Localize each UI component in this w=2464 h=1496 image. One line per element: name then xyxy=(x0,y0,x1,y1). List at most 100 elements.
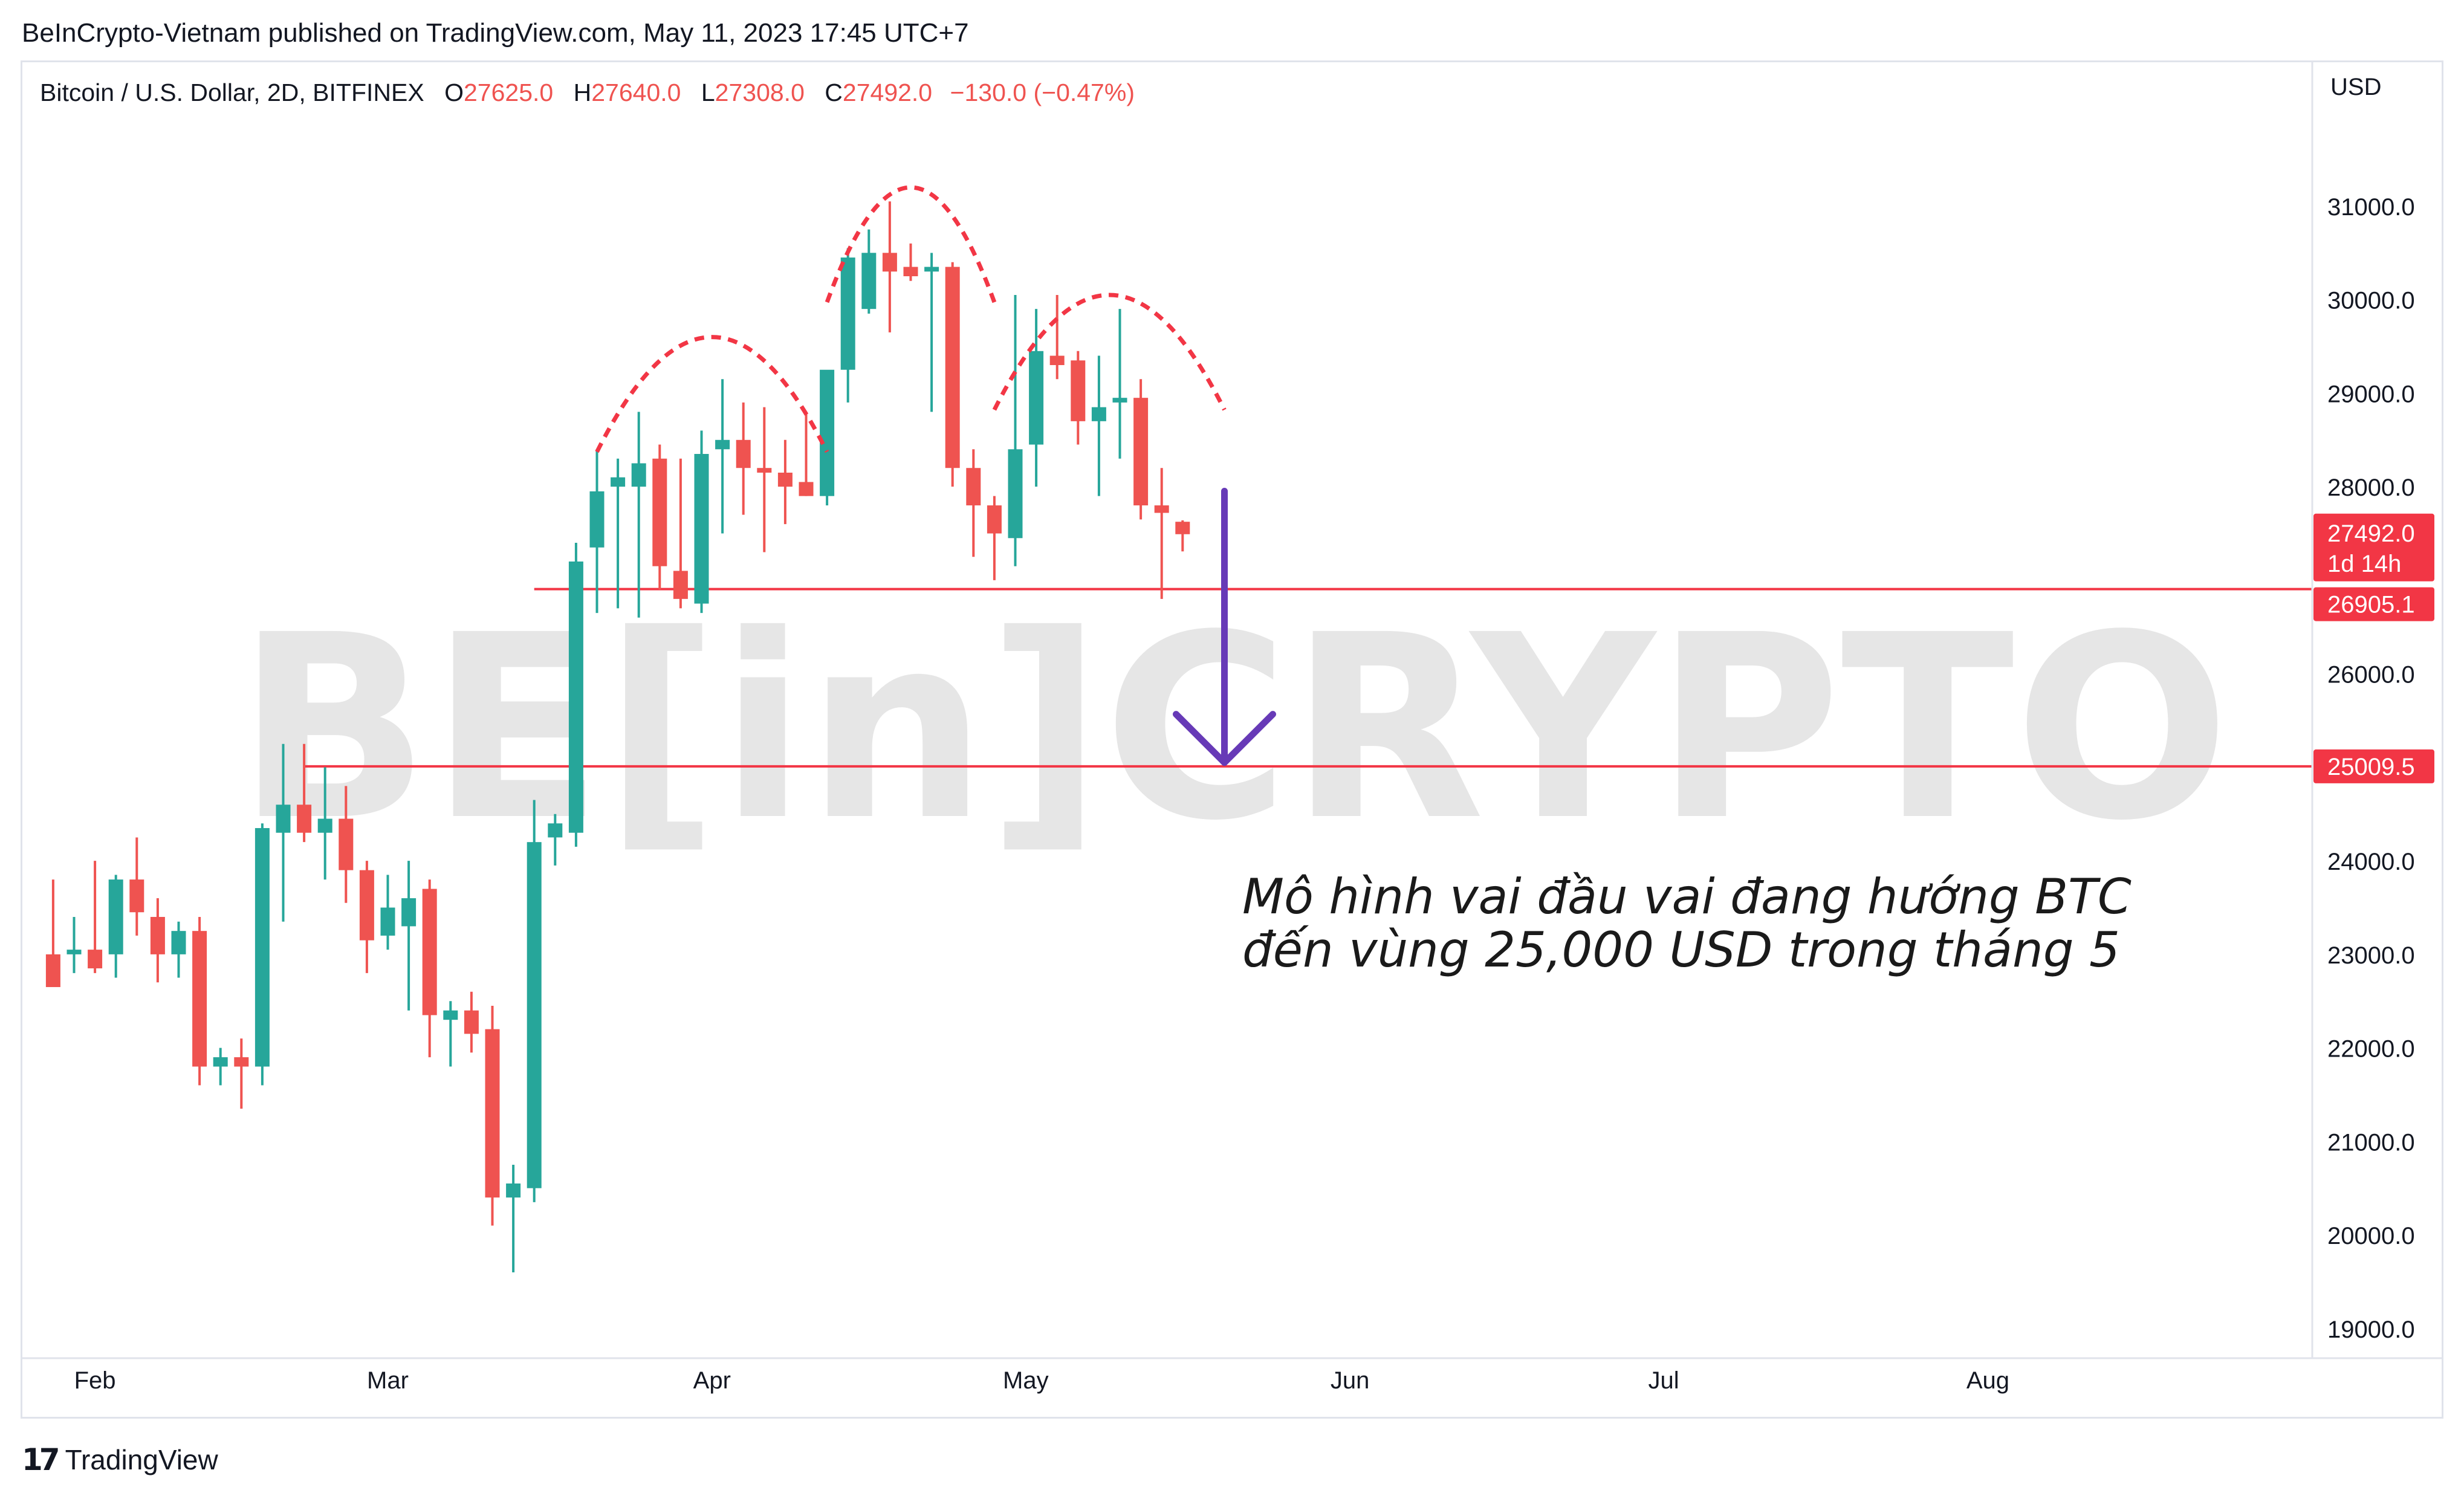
x-tick-label: May xyxy=(1003,1367,1049,1394)
analysis-annotation: Mô hình vai đầu vai đang hướng BTC đến v… xyxy=(1242,870,2270,977)
y-tick-label: 24000.0 xyxy=(2327,849,2415,875)
candle-body xyxy=(945,267,960,468)
candle-body xyxy=(129,879,144,913)
candle-body xyxy=(1175,522,1190,534)
candle-body xyxy=(777,472,793,487)
high-label: H xyxy=(573,79,592,106)
candle-body xyxy=(1091,407,1106,421)
published-attribution: BeInCrypto-Vietnam published on TradingV… xyxy=(22,18,969,48)
candle-body xyxy=(339,818,354,870)
candle-body xyxy=(45,954,60,988)
y-tick-label: 23000.0 xyxy=(2327,942,2415,969)
close-label: C xyxy=(825,79,843,106)
pattern-arc xyxy=(595,335,829,453)
candle-body xyxy=(548,823,563,838)
pattern-arcs xyxy=(595,185,1227,453)
candle-body xyxy=(108,879,123,954)
x-tick-label: Apr xyxy=(693,1367,731,1394)
candle-body xyxy=(150,916,165,954)
annotation-line-2: đến vùng 25,000 USD trong tháng 5 xyxy=(1242,922,2120,978)
candle-body xyxy=(903,267,918,277)
resistance-tag: 26905.1 xyxy=(2313,587,2434,621)
candle-body xyxy=(380,907,395,936)
candle-body xyxy=(1133,398,1149,506)
last-price-tag-countdown: 1d 14h xyxy=(2327,551,2401,577)
watermark-text: BE[in]CRYPTO xyxy=(236,581,2230,876)
annotation-line-1: Mô hình vai đầu vai đang hướng BTC xyxy=(1242,869,2132,925)
last-price-tag: 27492.0 1d 14h xyxy=(2313,513,2434,581)
candle-body xyxy=(631,463,646,487)
candle-body xyxy=(861,253,877,309)
y-tick-label: 22000.0 xyxy=(2327,1036,2415,1063)
y-tick-label: 21000.0 xyxy=(2327,1129,2415,1156)
candle-body xyxy=(485,1029,500,1198)
low-value: 27308.0 xyxy=(715,79,805,106)
candle-body xyxy=(464,1010,479,1034)
candle-body xyxy=(924,267,939,272)
candle-body xyxy=(1049,355,1065,366)
target-tag-bg xyxy=(2313,749,2434,783)
x-tick-label: Feb xyxy=(74,1367,116,1394)
high-value: 27640.0 xyxy=(591,79,681,106)
candle-body xyxy=(234,1057,249,1067)
candle-body xyxy=(987,505,1002,534)
tradingview-logo[interactable]: 17 TradingView xyxy=(22,1442,218,1478)
candle-body xyxy=(568,561,583,833)
last-price-tag-price: 27492.0 xyxy=(2327,520,2415,547)
candle-body xyxy=(673,571,688,599)
x-tick-label: Jul xyxy=(1649,1367,1679,1394)
candle-body xyxy=(1071,360,1086,421)
y-tick-label: 20000.0 xyxy=(2327,1223,2415,1249)
candle-body xyxy=(66,950,82,954)
candle-body xyxy=(255,827,270,1067)
arrow-head xyxy=(1173,711,1276,766)
open-value: 27625.0 xyxy=(464,79,554,106)
candle-body xyxy=(1154,505,1169,513)
candle-body xyxy=(966,468,981,506)
tradingview-logo-icon: 17 xyxy=(22,1442,60,1477)
pattern-arc xyxy=(992,293,1227,411)
target-arrow xyxy=(1173,488,1276,766)
x-tick-label: Jun xyxy=(1331,1367,1370,1394)
candle-body xyxy=(276,805,291,833)
low-label: L xyxy=(701,79,715,106)
pattern-arc xyxy=(825,185,997,303)
resistance-tag-price: 26905.1 xyxy=(2327,592,2415,618)
candle-body xyxy=(882,253,897,272)
candle-body xyxy=(840,257,855,370)
open-label: O xyxy=(444,79,464,106)
target-tag: 25009.5 xyxy=(2313,749,2434,783)
candle-body xyxy=(694,454,709,604)
y-tick-label: 19000.0 xyxy=(2327,1316,2415,1343)
candle-body xyxy=(317,818,332,833)
candle-body xyxy=(1008,449,1023,539)
y-tick-label: 31000.0 xyxy=(2327,194,2415,221)
symbol-name[interactable]: Bitcoin / U.S. Dollar, 2D, BITFINEX xyxy=(40,79,424,106)
currency-label[interactable]: USD xyxy=(2330,74,2382,100)
candle-body xyxy=(652,458,667,566)
candle-body xyxy=(715,439,730,450)
horizontal-levels xyxy=(304,588,2312,768)
x-tick-label: Mar xyxy=(367,1367,409,1394)
candle-body xyxy=(527,842,542,1188)
change-value: −130.0 (−0.47%) xyxy=(950,79,1135,106)
candle-body xyxy=(359,870,374,941)
candle-body xyxy=(422,889,437,1015)
time-axis[interactable]: Feb Mar Apr May Jun Jul Aug xyxy=(22,1357,2442,1394)
close-value: 27492.0 xyxy=(842,79,933,106)
candle-body xyxy=(401,898,417,927)
price-axis[interactable]: 19000.0 20000.0 21000.0 22000.0 23000.0 24000… xyxy=(2311,60,2434,1358)
symbol-legend: Bitcoin / U.S. Dollar, 2D, BITFINEX O276… xyxy=(40,79,1135,107)
target-tag-price: 25009.5 xyxy=(2327,754,2415,780)
candle-body xyxy=(443,1010,458,1020)
y-tick-label: 30000.0 xyxy=(2327,288,2415,314)
chart-frame[interactable] xyxy=(21,60,2443,1419)
y-tick-label: 28000.0 xyxy=(2327,474,2415,501)
resistance-tag-bg xyxy=(2313,587,2434,621)
candle-body xyxy=(611,477,626,487)
y-tick-label: 29000.0 xyxy=(2327,381,2415,407)
x-tick-label: Aug xyxy=(1966,1367,2009,1394)
candle-body xyxy=(213,1057,228,1067)
candles xyxy=(45,201,1190,1272)
